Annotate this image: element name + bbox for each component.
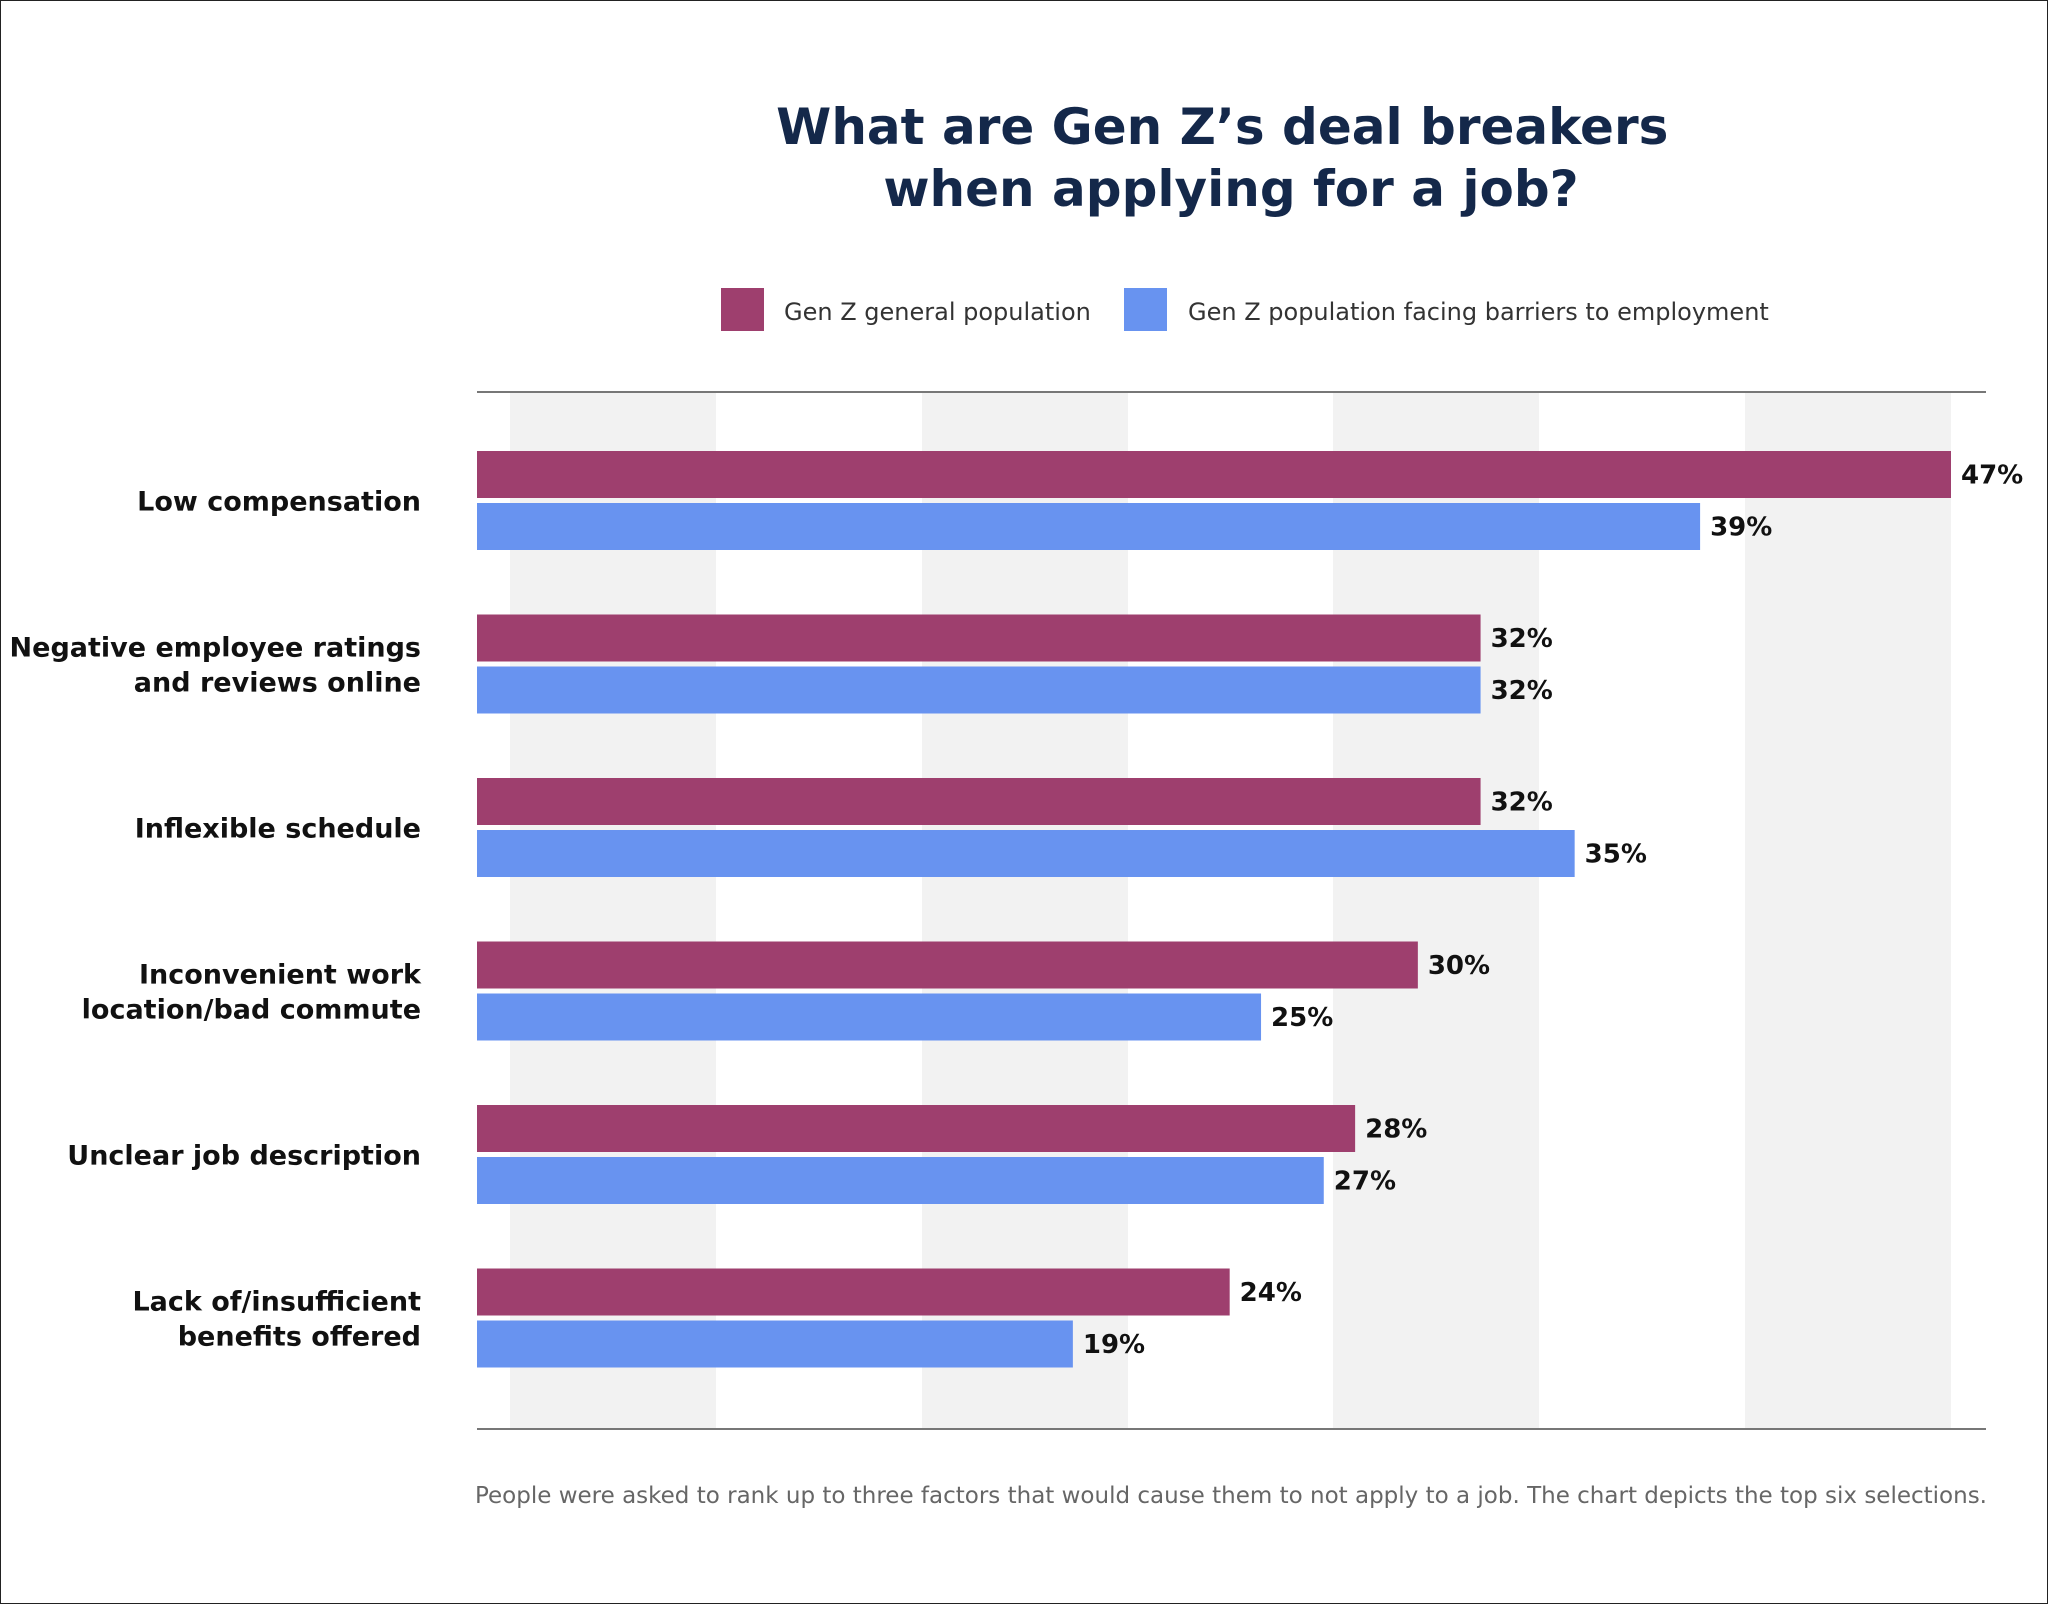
data-label-barriers-3: 35% xyxy=(1585,840,1647,870)
chart-note: People were asked to rank up to three fa… xyxy=(475,1483,1987,1509)
category-label-2-line-2: and reviews online xyxy=(134,668,421,699)
category-label-6-line-2: benefits offered xyxy=(178,1322,421,1353)
category-label-4: Inconvenient work location/bad commute xyxy=(82,960,422,1026)
legend-swatch-barriers xyxy=(1124,288,1167,331)
bar-general-2 xyxy=(477,614,1481,662)
legend-label-barriers: Gen Z population facing barriers to empl… xyxy=(1188,298,1769,326)
bar-barriers-3 xyxy=(477,830,1575,877)
data-label-barriers-1: 39% xyxy=(1710,513,1772,543)
bar-general-5 xyxy=(477,1105,1356,1152)
bar-general-3 xyxy=(477,778,1481,825)
data-label-barriers-4: 25% xyxy=(1271,1003,1333,1033)
bar-general-1 xyxy=(477,451,1951,498)
data-label-general-6: 24% xyxy=(1240,1278,1302,1308)
grid-bands xyxy=(510,392,1951,1429)
data-label-general-5: 28% xyxy=(1365,1115,1427,1145)
bar-general-6 xyxy=(477,1268,1230,1316)
category-label-4-line-1: Inconvenient work xyxy=(139,960,422,991)
category-label-3-line-1: Inflexible schedule xyxy=(135,814,421,845)
bar-barriers-1 xyxy=(477,503,1701,550)
legend: Gen Z general population Gen Z populatio… xyxy=(721,288,1769,331)
category-label-5-line-1: Unclear job description xyxy=(67,1141,421,1172)
bar-barriers-6 xyxy=(477,1320,1073,1368)
data-label-barriers-2: 32% xyxy=(1491,676,1553,706)
chart-title-line-2: when applying for a job? xyxy=(883,160,1578,218)
category-label-1-line-1: Low compensation xyxy=(137,487,421,518)
bar-barriers-2 xyxy=(477,666,1481,714)
data-label-general-2: 32% xyxy=(1491,624,1553,654)
category-label-2: Negative employee ratings and reviews onl… xyxy=(10,633,421,699)
grid-band-2 xyxy=(922,392,1128,1429)
grid-band-4 xyxy=(1745,392,1951,1429)
bar-barriers-4 xyxy=(477,993,1262,1041)
category-label-2-line-1: Negative employee ratings xyxy=(10,633,421,664)
bar-general-4 xyxy=(477,941,1418,989)
plot-area: 47% 39% Low compensation 32% 32% Negative emp… xyxy=(10,451,2023,1368)
grid-band-3 xyxy=(1333,392,1539,1429)
category-label-4-line-2: location/bad commute xyxy=(82,995,421,1026)
category-label-6-line-1: Lack of/insufficient xyxy=(132,1287,421,1318)
legend-swatch-general xyxy=(721,288,764,331)
category-label-6: Lack of/insufficient benefits offered xyxy=(132,1287,421,1353)
grid-band-1 xyxy=(510,392,716,1429)
data-label-general-1: 47% xyxy=(1961,461,2023,491)
chart-title: What are Gen Z’s deal breakers when appl… xyxy=(776,98,1686,218)
chart-title-line-1: What are Gen Z’s deal breakers xyxy=(776,98,1668,156)
legend-label-general: Gen Z general population xyxy=(784,298,1091,326)
bar-barriers-5 xyxy=(477,1157,1324,1204)
data-label-barriers-5: 27% xyxy=(1334,1167,1396,1197)
category-label-3: Inflexible schedule xyxy=(135,814,421,845)
category-label-5: Unclear job description xyxy=(67,1141,421,1172)
data-label-general-3: 32% xyxy=(1491,788,1553,818)
data-label-barriers-6: 19% xyxy=(1083,1330,1145,1360)
category-label-1: Low compensation xyxy=(137,487,421,518)
data-label-general-4: 30% xyxy=(1428,951,1490,981)
